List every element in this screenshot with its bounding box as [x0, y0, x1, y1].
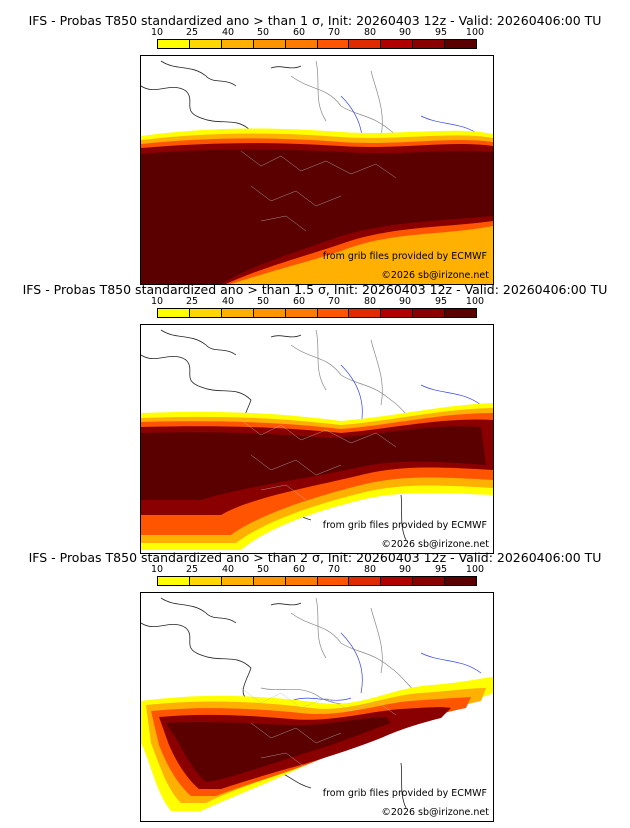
scale-label: 60	[292, 27, 306, 38]
color-swatch	[445, 40, 477, 48]
color-swatch	[221, 577, 254, 585]
scale-label: 95	[434, 296, 448, 307]
copyright-note: ©2026 sb@irizone.net	[381, 539, 489, 550]
scale-label: 70	[327, 564, 341, 575]
color-swatch	[285, 40, 318, 48]
panel-title: IFS - Probas T850 standardized ano > tha…	[28, 13, 602, 28]
copyright-note: ©2026 sb@irizone.net	[381, 807, 489, 818]
color-swatch	[221, 40, 254, 48]
scale-label: 95	[434, 564, 448, 575]
probability-field	[141, 128, 493, 284]
forecast-panel-1-5sigma: IFS - Probas T850 standardized ano > tha…	[0, 282, 630, 554]
scale-label: 50	[256, 27, 270, 38]
scale-label: 80	[363, 27, 377, 38]
scale-label: 100	[465, 564, 485, 575]
scale-label: 10	[150, 296, 164, 307]
scale-label: 60	[292, 296, 306, 307]
color-swatch	[317, 40, 350, 48]
map-graphic	[141, 329, 493, 550]
scale-label: 60	[292, 564, 306, 575]
scale-label: 50	[256, 296, 270, 307]
color-swatch	[285, 309, 318, 317]
map-graphic	[141, 597, 493, 811]
scale-label: 40	[221, 27, 235, 38]
scale-label: 90	[398, 27, 412, 38]
scale-label: 50	[256, 564, 270, 575]
forecast-panel-1sigma: IFS - Probas T850 standardized ano > tha…	[0, 13, 630, 285]
scale-label: 70	[327, 296, 341, 307]
color-swatch	[285, 577, 318, 585]
color-swatch	[317, 577, 350, 585]
probability-map: from grib files provided by ECMWF ©2026 …	[140, 324, 494, 554]
color-swatch	[189, 40, 222, 48]
probability-map: from grib files provided by ECMWF ©2026 …	[140, 55, 494, 285]
scale-label: 90	[398, 564, 412, 575]
color-swatch	[413, 577, 446, 585]
color-swatch	[445, 309, 477, 317]
copyright-note: ©2026 sb@irizone.net	[381, 270, 489, 281]
scale-label: 25	[185, 27, 199, 38]
color-swatch	[253, 309, 286, 317]
scale-label: 25	[185, 296, 199, 307]
scale-label: 90	[398, 296, 412, 307]
region-borders-overlay	[240, 150, 397, 232]
color-swatch	[413, 309, 446, 317]
color-scale-labels: 10 25 40 50 60 70 80 90 95 100	[151, 296, 484, 307]
region-borders-overlay	[240, 687, 397, 769]
panel-title: IFS - Probas T850 standardized ano > tha…	[28, 550, 602, 565]
color-scale-bar	[157, 576, 477, 586]
color-swatch	[158, 40, 190, 48]
data-source-note: from grib files provided by ECMWF	[322, 788, 487, 799]
scale-label: 10	[150, 27, 164, 38]
map-graphic	[141, 60, 493, 284]
color-swatch	[381, 40, 414, 48]
probability-field	[141, 677, 493, 811]
color-swatch	[221, 309, 254, 317]
scale-label: 80	[363, 564, 377, 575]
color-swatch	[349, 309, 382, 317]
scale-label: 40	[221, 296, 235, 307]
scale-label: 70	[327, 27, 341, 38]
scale-label: 95	[434, 27, 448, 38]
forecast-panel-2sigma: IFS - Probas T850 standardized ano > tha…	[0, 550, 630, 822]
data-source-note: from grib files provided by ECMWF	[322, 520, 487, 531]
color-swatch	[189, 577, 222, 585]
probability-map: from grib files provided by ECMWF ©2026 …	[140, 592, 494, 822]
color-scale-bar	[157, 308, 477, 318]
color-swatch	[381, 309, 414, 317]
panel-title: IFS - Probas T850 standardized ano > tha…	[22, 282, 608, 297]
scale-label: 80	[363, 296, 377, 307]
data-source-note: from grib files provided by ECMWF	[322, 251, 487, 262]
scale-label: 25	[185, 564, 199, 575]
color-swatch	[253, 40, 286, 48]
color-swatch	[317, 309, 350, 317]
color-swatch	[413, 40, 446, 48]
scale-label: 10	[150, 564, 164, 575]
color-swatch	[158, 309, 190, 317]
scale-label: 100	[465, 27, 485, 38]
color-scale-labels: 10 25 40 50 60 70 80 90 95 100	[151, 564, 484, 575]
color-swatch	[253, 577, 286, 585]
region-borders-overlay	[240, 419, 397, 501]
color-swatch	[381, 577, 414, 585]
scale-label: 40	[221, 564, 235, 575]
color-scale-bar	[157, 39, 477, 49]
color-scale-labels: 10 25 40 50 60 70 80 90 95 100	[151, 27, 484, 38]
color-swatch	[349, 40, 382, 48]
color-swatch	[349, 577, 382, 585]
color-swatch	[445, 577, 477, 585]
color-swatch	[158, 577, 190, 585]
scale-label: 100	[465, 296, 485, 307]
color-swatch	[189, 309, 222, 317]
probability-field	[141, 403, 493, 550]
